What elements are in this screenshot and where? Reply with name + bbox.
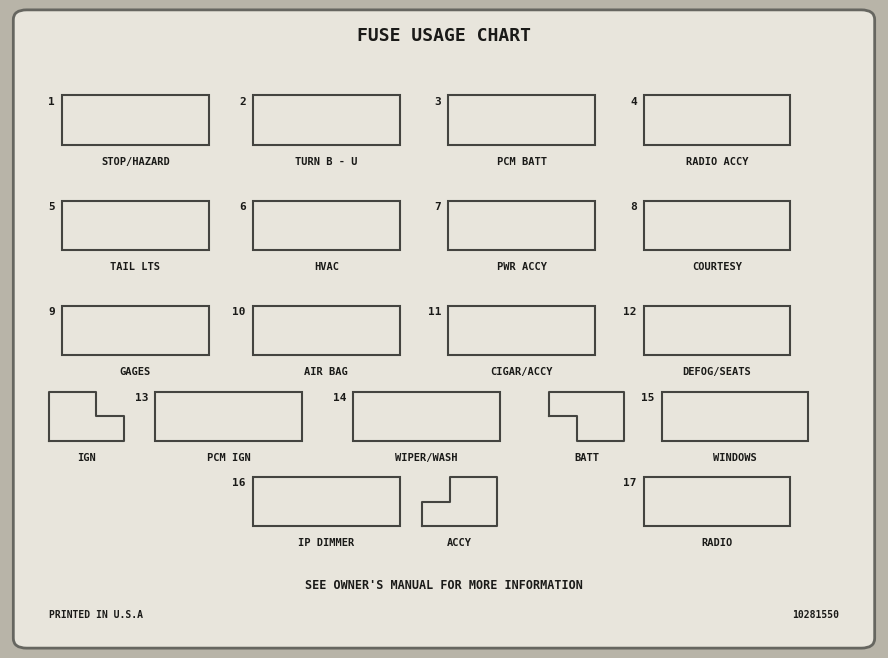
- Bar: [253, 201, 400, 250]
- Text: PCM IGN: PCM IGN: [207, 453, 250, 463]
- Text: IGN: IGN: [77, 453, 96, 463]
- Text: SEE OWNER'S MANUAL FOR MORE INFORMATION: SEE OWNER'S MANUAL FOR MORE INFORMATION: [305, 579, 583, 592]
- Text: 4: 4: [630, 97, 637, 107]
- Text: 11: 11: [428, 307, 441, 317]
- Bar: [62, 306, 209, 355]
- Text: 15: 15: [641, 393, 654, 403]
- Text: 3: 3: [434, 97, 441, 107]
- Text: 7: 7: [434, 202, 441, 212]
- Text: DEFOG/SEATS: DEFOG/SEATS: [683, 367, 751, 377]
- Bar: [448, 306, 595, 355]
- Text: HVAC: HVAC: [313, 262, 339, 272]
- Text: 6: 6: [239, 202, 246, 212]
- Text: COURTESY: COURTESY: [692, 262, 742, 272]
- Text: 10: 10: [233, 307, 246, 317]
- Bar: [155, 392, 302, 441]
- Bar: [253, 306, 400, 355]
- Bar: [253, 95, 400, 145]
- Text: RADIO: RADIO: [702, 538, 733, 548]
- Bar: [644, 306, 790, 355]
- Text: TAIL LTS: TAIL LTS: [110, 262, 161, 272]
- Text: 13: 13: [135, 393, 148, 403]
- Text: RADIO ACCY: RADIO ACCY: [686, 157, 749, 166]
- Text: 14: 14: [333, 393, 346, 403]
- Text: BATT: BATT: [574, 453, 599, 463]
- Text: WIPER/WASH: WIPER/WASH: [395, 453, 458, 463]
- Bar: [448, 201, 595, 250]
- Text: GAGES: GAGES: [120, 367, 151, 377]
- Text: AIR BAG: AIR BAG: [305, 367, 348, 377]
- Text: 2: 2: [239, 97, 246, 107]
- Text: 16: 16: [233, 478, 246, 488]
- Text: 12: 12: [623, 307, 637, 317]
- Text: 5: 5: [48, 202, 55, 212]
- Text: PRINTED IN U.S.A: PRINTED IN U.S.A: [49, 610, 143, 620]
- Bar: [353, 392, 500, 441]
- Text: 9: 9: [48, 307, 55, 317]
- Text: PCM BATT: PCM BATT: [496, 157, 547, 166]
- Text: 1: 1: [48, 97, 55, 107]
- Bar: [253, 477, 400, 526]
- FancyBboxPatch shape: [13, 10, 875, 648]
- Text: IP DIMMER: IP DIMMER: [298, 538, 354, 548]
- Text: WINDOWS: WINDOWS: [713, 453, 757, 463]
- Text: ACCY: ACCY: [447, 538, 472, 548]
- Text: PWR ACCY: PWR ACCY: [496, 262, 547, 272]
- Bar: [644, 201, 790, 250]
- Text: CIGAR/ACCY: CIGAR/ACCY: [490, 367, 553, 377]
- Bar: [644, 477, 790, 526]
- Text: FUSE USAGE CHART: FUSE USAGE CHART: [357, 27, 531, 45]
- Bar: [62, 201, 209, 250]
- Bar: [448, 95, 595, 145]
- Text: 8: 8: [630, 202, 637, 212]
- Bar: [662, 392, 808, 441]
- Text: 10281550: 10281550: [792, 610, 839, 620]
- Text: 17: 17: [623, 478, 637, 488]
- Bar: [62, 95, 209, 145]
- Bar: [644, 95, 790, 145]
- Text: STOP/HAZARD: STOP/HAZARD: [101, 157, 170, 166]
- Text: TURN B - U: TURN B - U: [295, 157, 358, 166]
